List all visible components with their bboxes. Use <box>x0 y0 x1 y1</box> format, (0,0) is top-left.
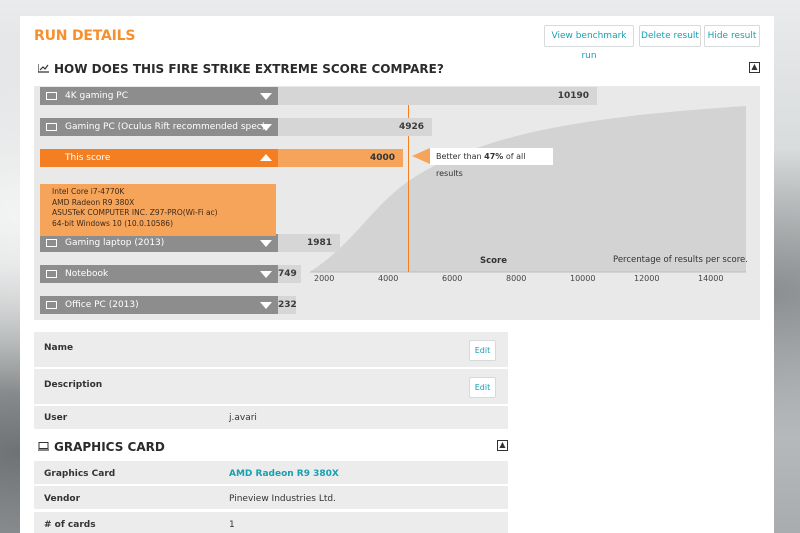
score-comparison-chart: 4K gaming PC 10190 Gaming PC (Oculus Rift … <box>34 86 760 320</box>
bar-label-text: Gaming laptop (2013) <box>65 238 165 248</box>
detail-cpu: Intel Core i7-4770K <box>52 187 125 196</box>
user-value: j.avari <box>229 413 257 423</box>
callout-prefix: Better than <box>436 152 485 161</box>
user-row: User j.avari <box>34 406 508 431</box>
graphics-card-link[interactable]: AMD Radeon R9 380X <box>229 469 339 479</box>
bar-label-text: Office PC (2013) <box>65 300 139 310</box>
compare-section-header: HOW DOES THIS FIRE STRIKE EXTREME SCORE … <box>34 56 760 82</box>
x-tick-label: 6000 <box>442 274 463 283</box>
distribution-caption: Percentage of results per score. <box>613 255 748 265</box>
x-tick-label: 8000 <box>506 274 527 283</box>
graphics-section-title: GRAPHICS CARD <box>54 440 165 454</box>
vendor-value: Pineview Industries Ltd. <box>229 494 336 504</box>
this-score-marker <box>408 104 409 272</box>
bar-label-5[interactable]: Office PC (2013) <box>40 296 278 314</box>
bar-value-2: 4000 <box>278 149 403 167</box>
x-tick-label: 10000 <box>570 274 596 283</box>
bar-value-5: 232 <box>278 296 297 314</box>
compare-section-title: HOW DOES THIS FIRE STRIKE EXTREME SCORE … <box>54 62 444 76</box>
chevron-down-icon[interactable] <box>260 302 272 309</box>
bar-label-text: Notebook <box>65 269 109 279</box>
x-tick-label: 2000 <box>314 274 335 283</box>
bar-label-text: 4K gaming PC <box>65 91 128 101</box>
bar-label-3[interactable]: Gaming laptop (2013) <box>40 234 278 252</box>
monitor-icon <box>46 123 57 131</box>
chevron-up-icon[interactable] <box>260 154 272 161</box>
monitor-icon <box>46 92 57 100</box>
percentile-callout: Better than 47% of all results <box>430 148 553 178</box>
distribution-curve <box>310 106 746 273</box>
callout-arrow-icon <box>412 148 430 164</box>
bar-value-0: 10190 <box>278 87 597 105</box>
bar-value-4: 749 <box>278 265 301 283</box>
edit-description-button[interactable]: Edit <box>469 377 496 398</box>
bar-value-1: 4926 <box>278 118 432 136</box>
chevron-down-icon[interactable] <box>260 240 272 247</box>
this-score-details: Intel Core i7-4770K AMD Radeon R9 380X A… <box>40 184 276 236</box>
view-benchmark-run-button[interactable]: View benchmark run <box>544 25 634 61</box>
name-row: Name Edit <box>34 332 508 369</box>
bar-label-text: Gaming PC (Oculus Rift recommended spec) <box>65 122 266 132</box>
bar-label-2[interactable]: This score <box>40 149 278 167</box>
x-tick-label: 14000 <box>698 274 724 283</box>
hide-result-button[interactable]: Hide result <box>704 25 760 47</box>
monitor-icon <box>46 270 57 278</box>
chevron-down-icon[interactable] <box>260 124 272 131</box>
chevron-down-icon[interactable] <box>260 93 272 100</box>
vendor-label: Vendor <box>44 494 81 504</box>
x-axis-label: Score <box>480 256 507 266</box>
collapse-icon[interactable]: ▲ <box>749 62 760 73</box>
card-count-row: # of cards 1 <box>34 512 508 533</box>
bar-label-1[interactable]: Gaming PC (Oculus Rift recommended spec) <box>40 118 278 136</box>
card-count-value: 1 <box>229 520 235 530</box>
collapse-graphics-icon[interactable]: ▲ <box>497 440 508 451</box>
detail-os: 64-bit Windows 10 (10.0.10586) <box>52 218 174 228</box>
detail-motherboard: ASUSTeK COMPUTER INC. Z97-PRO(Wi-Fi ac) <box>52 208 218 217</box>
page-title: RUN DETAILS <box>34 28 136 44</box>
card-count-label: # of cards <box>44 520 96 530</box>
callout-percent: 47% <box>484 152 504 161</box>
callout-suffix: of all results <box>436 152 526 178</box>
run-details-header: RUN DETAILS View benchmark run Delete re… <box>20 16 774 61</box>
bar-label-4[interactable]: Notebook <box>40 265 278 283</box>
monitor-icon <box>46 239 57 247</box>
detail-gpu: AMD Radeon R9 380X <box>52 197 135 207</box>
vendor-row: Vendor Pineview Industries Ltd. <box>34 486 508 511</box>
description-row: Description Edit <box>34 369 508 406</box>
description-label: Description <box>44 380 103 390</box>
x-tick-label: 12000 <box>634 274 660 283</box>
delete-result-button[interactable]: Delete result <box>639 25 701 47</box>
x-tick-label: 4000 <box>378 274 399 283</box>
chart-icon <box>38 64 49 73</box>
laptop-icon <box>38 442 49 451</box>
run-details-panel: RUN DETAILS View benchmark run Delete re… <box>20 16 774 533</box>
user-label: User <box>44 413 68 423</box>
bar-value-3: 1981 <box>278 234 340 252</box>
graphics-card-label: Graphics Card <box>44 469 116 479</box>
graphics-card-row: Graphics Card AMD Radeon R9 380X <box>34 461 508 486</box>
distribution-area <box>310 106 746 272</box>
chevron-down-icon[interactable] <box>260 271 272 278</box>
edit-name-button[interactable]: Edit <box>469 340 496 361</box>
trophy-icon <box>46 154 57 162</box>
graphics-section-header: GRAPHICS CARD ▲ <box>34 434 508 460</box>
name-label: Name <box>44 343 74 353</box>
monitor-icon <box>46 301 57 309</box>
bar-label-text: This score <box>65 153 111 163</box>
bar-label-0[interactable]: 4K gaming PC <box>40 87 278 105</box>
